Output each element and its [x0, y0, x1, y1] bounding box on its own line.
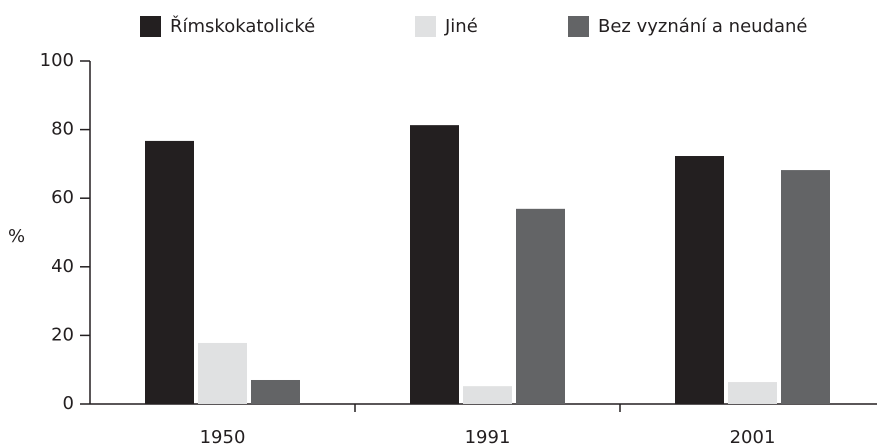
- bar: [410, 125, 459, 405]
- bar: [463, 386, 512, 404]
- bar: [145, 140, 194, 404]
- legend-swatch: [568, 16, 589, 37]
- bar: [781, 170, 830, 404]
- bar: [251, 379, 300, 404]
- bar: [516, 208, 565, 404]
- y-tick-label: 0: [63, 393, 74, 414]
- x-tick-label: 1991: [465, 427, 511, 448]
- legend-swatch: [415, 16, 436, 37]
- y-tick-label: 80: [51, 119, 74, 140]
- legend-swatch: [140, 16, 161, 37]
- legend-label: Jiné: [444, 16, 478, 37]
- y-tick-label: 100: [40, 50, 74, 71]
- y-tick-label: 40: [51, 256, 74, 277]
- bar: [675, 156, 724, 404]
- legend-label: Bez vyznání a neudané: [598, 16, 808, 37]
- x-tick-label: 2001: [730, 427, 776, 448]
- y-tick-label: 60: [51, 187, 74, 208]
- y-axis-label: %: [8, 226, 25, 247]
- x-tick-label: 1950: [200, 427, 246, 448]
- bar: [728, 382, 777, 404]
- legend-label: Římskokatolické: [170, 15, 315, 37]
- bar: [198, 342, 247, 404]
- y-tick-label: 20: [51, 324, 74, 345]
